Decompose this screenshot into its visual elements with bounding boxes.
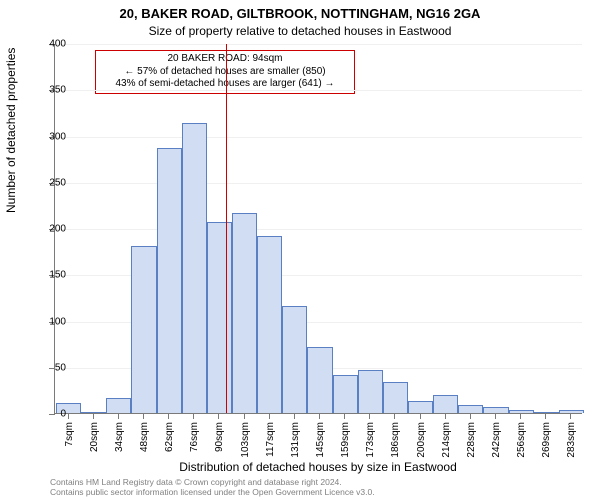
x-tick [193, 413, 194, 419]
x-tick-label: 228sqm [466, 422, 477, 458]
x-tick [244, 413, 245, 419]
x-tick [218, 413, 219, 419]
y-tick-label: 250 [49, 177, 66, 188]
x-tick-label: 20sqm [89, 422, 100, 452]
chart-subtitle: Size of property relative to detached ho… [0, 24, 600, 38]
chart-title: 20, BAKER ROAD, GILTBROOK, NOTTINGHAM, N… [0, 6, 600, 21]
y-tick-label: 100 [49, 316, 66, 327]
x-tick [68, 413, 69, 419]
x-tick [319, 413, 320, 419]
y-tick-label: 200 [49, 224, 66, 235]
footer-attribution: Contains HM Land Registry data © Crown c… [50, 478, 590, 498]
bar [383, 382, 408, 413]
x-tick-label: 145sqm [315, 422, 326, 458]
x-tick [344, 413, 345, 419]
bar [358, 370, 383, 413]
x-tick-label: 200sqm [416, 422, 427, 458]
x-tick [143, 413, 144, 419]
y-tick-label: 0 [60, 409, 66, 420]
x-tick [445, 413, 446, 419]
y-tick-label: 150 [49, 270, 66, 281]
bar [458, 405, 483, 413]
x-tick [570, 413, 571, 419]
x-tick-label: 48sqm [139, 422, 150, 452]
footer-line2: Contains public sector information licen… [50, 488, 590, 498]
x-tick [520, 413, 521, 419]
x-tick-label: 256sqm [516, 422, 527, 458]
bar [282, 306, 307, 413]
x-tick-label: 90sqm [214, 422, 225, 452]
x-tick-label: 7sqm [64, 422, 75, 446]
bar [534, 412, 559, 413]
x-tick-label: 159sqm [340, 422, 351, 458]
x-tick [93, 413, 94, 419]
x-tick-label: 34sqm [114, 422, 125, 452]
x-tick-label: 62sqm [164, 422, 175, 452]
y-tick-label: 50 [55, 362, 66, 373]
x-tick [470, 413, 471, 419]
x-axis-label: Distribution of detached houses by size … [54, 460, 582, 474]
x-tick-label: 173sqm [365, 422, 376, 458]
gridline [55, 137, 582, 138]
chart-container: 20, BAKER ROAD, GILTBROOK, NOTTINGHAM, N… [0, 0, 600, 500]
bar [333, 375, 358, 413]
bar [207, 222, 232, 413]
bar [232, 213, 257, 413]
gridline [55, 90, 582, 91]
x-tick [545, 413, 546, 419]
x-tick-label: 242sqm [491, 422, 502, 458]
bar [307, 347, 332, 413]
y-tick-label: 400 [49, 39, 66, 50]
x-tick [294, 413, 295, 419]
bar [433, 395, 458, 413]
bar [131, 246, 156, 414]
bar [559, 410, 584, 413]
plot-area: 20 BAKER ROAD: 94sqm ← 57% of detached h… [54, 44, 582, 414]
x-tick [118, 413, 119, 419]
bar [106, 398, 131, 413]
x-tick-label: 269sqm [541, 422, 552, 458]
bar [408, 401, 433, 413]
x-tick-label: 214sqm [441, 422, 452, 458]
y-axis-label: Number of detached properties [4, 48, 18, 213]
x-tick-label: 103sqm [240, 422, 251, 458]
gridline [55, 183, 582, 184]
x-tick [495, 413, 496, 419]
bar [257, 236, 282, 413]
y-tick [49, 414, 55, 415]
x-tick-label: 283sqm [566, 422, 577, 458]
bar [157, 148, 182, 413]
x-tick [394, 413, 395, 419]
x-tick [369, 413, 370, 419]
x-tick-label: 117sqm [265, 422, 276, 457]
x-tick-label: 186sqm [390, 422, 401, 458]
bar [81, 412, 106, 413]
x-tick [269, 413, 270, 419]
gridline [55, 229, 582, 230]
x-tick-label: 76sqm [189, 422, 200, 452]
bar [182, 123, 207, 413]
y-tick-label: 300 [49, 131, 66, 142]
x-tick [420, 413, 421, 419]
reference-line [226, 44, 227, 413]
y-tick-label: 350 [49, 85, 66, 96]
gridline [55, 44, 582, 45]
x-tick-label: 131sqm [290, 422, 301, 458]
x-tick [168, 413, 169, 419]
